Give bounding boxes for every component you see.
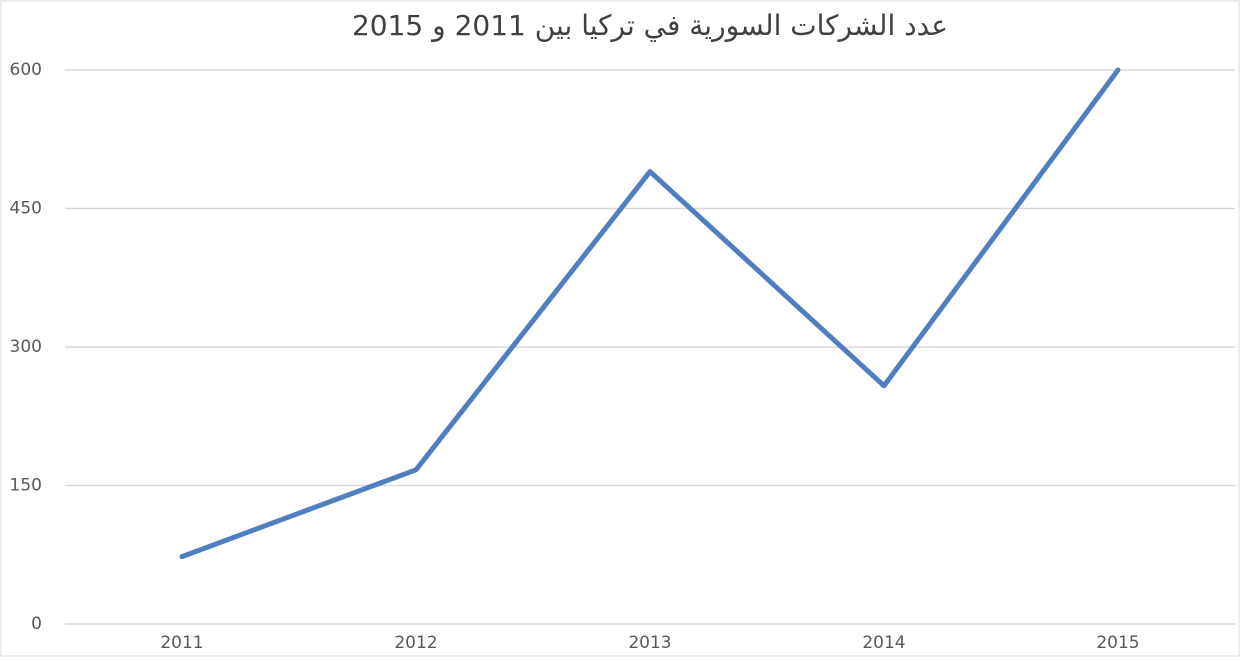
y-tick-label: 600	[10, 60, 42, 80]
x-tick-label: 2011	[160, 633, 203, 653]
chart-title: عدد الشركات السورية في تركيا بين 2011 و …	[352, 9, 948, 42]
x-tick-label: 2015	[1096, 633, 1139, 653]
y-tick-label: 0	[31, 614, 42, 634]
x-tick-label: 2014	[862, 633, 905, 653]
y-tick-label: 150	[10, 476, 42, 496]
x-tick-label: 2013	[628, 633, 671, 653]
x-tick-label: 2012	[394, 633, 437, 653]
y-tick-label: 300	[10, 337, 42, 357]
line-series	[179, 67, 1121, 560]
y-tick-label: 450	[10, 199, 42, 219]
